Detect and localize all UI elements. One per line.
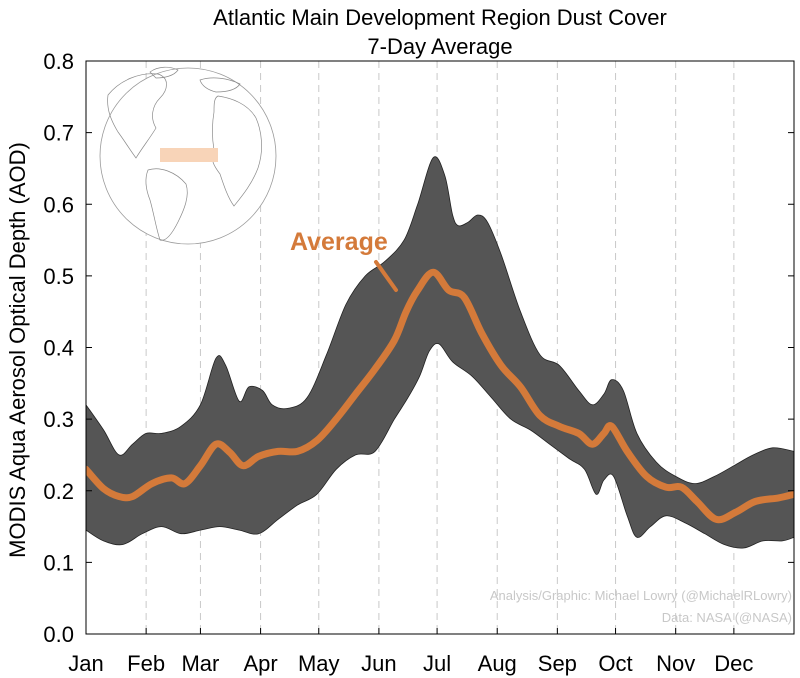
y-tick-label: 0.6 [43,192,74,217]
y-tick-label: 0.2 [43,479,74,504]
annotation-leader [374,260,398,292]
chart-title: Atlantic Main Development Region Dust Co… [213,5,667,30]
y-tick-label: 0.0 [43,622,74,647]
range-band [86,156,794,549]
x-tick-label: Jul [423,651,451,676]
y-tick-label: 0.1 [43,550,74,575]
development-region-highlight [160,148,218,162]
x-tick-label: Jan [68,651,103,676]
y-tick-label: 0.5 [43,264,74,289]
y-tick-label: 0.4 [43,336,74,361]
north-america-outline [107,73,167,159]
africa-outline [212,95,262,207]
x-tick-label: Aug [478,651,517,676]
x-tick-label: Nov [656,651,695,676]
inset-globe [99,66,277,245]
average-annotation: Average [290,228,388,256]
greenland-outline [149,66,179,79]
chart-subtitle: 7-Day Average [367,34,513,59]
europe-outline [199,77,241,93]
south-america-outline [145,168,188,241]
x-tick-label: Jun [361,651,396,676]
average-line [86,268,794,524]
credit-data: Data: NASA (@NASA) [661,610,792,625]
x-tick-label: Sep [538,651,577,676]
x-tick-label: Feb [127,651,165,676]
x-tick-label: Mar [181,651,219,676]
x-tick-label: Dec [714,651,753,676]
credit-analysis: Analysis/Graphic: Michael Lowry (@Michae… [489,588,792,603]
y-tick-label: 0.8 [43,49,74,74]
x-tick-label: Oct [598,651,632,676]
x-tick-label: May [298,651,340,676]
y-tick-label: 0.7 [43,121,74,146]
y-tick-label: 0.3 [43,407,74,432]
x-tick-label: Apr [243,651,277,676]
